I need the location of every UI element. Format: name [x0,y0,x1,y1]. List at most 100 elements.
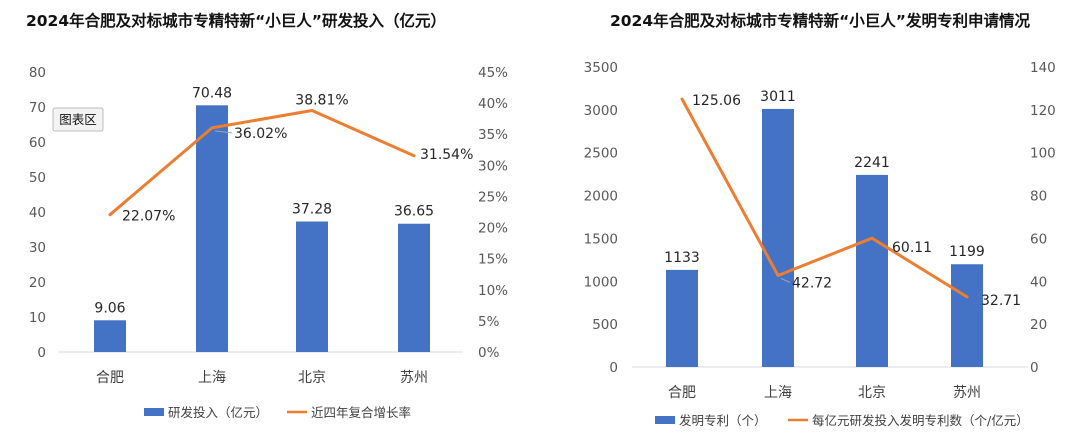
chart-area-tooltip-box [52,107,104,132]
right-axis-tick: 60 [1030,231,1047,247]
chart2-right-axis: 0 20 40 60 80 100 120 140 [1030,60,1056,376]
line-data-label: 38.81% [295,93,348,109]
right-axis-tick: 10% [478,283,508,299]
left-axis-tick: 1000 [584,274,618,290]
rd-investment-chart[interactable]: 2024年合肥及对标城市专精特新“小巨人”研发投入（亿元） 0 10 20 30 40 5… [26,11,508,420]
chart1-title: 2024年合肥及对标城市专精特新“小巨人”研发投入（亿元） [26,11,446,30]
chart1-categories: 合肥 上海 北京 苏州 [96,370,428,386]
left-axis-tick: 70 [29,100,46,116]
bar-data-label: 1133 [664,250,700,266]
chart2-line-labels: 125.06 42.72 60.11 32.71 [692,93,1021,309]
chart2-left-axis: 0 500 1000 1500 2000 2500 3000 3500 [584,60,618,376]
right-axis-tick: 30% [478,158,508,174]
line-data-label: 32.71 [981,293,1021,309]
right-axis-tick: 80 [1030,189,1047,205]
right-axis-tick: 20% [478,221,508,237]
category-label: 苏州 [953,385,981,401]
bar-data-label: 70.48 [192,85,232,101]
chart2-title: 2024年合肥及对标城市专精特新“小巨人”发明专利申请情况 [610,11,1031,30]
left-axis-tick: 0 [37,345,46,361]
chart2-legend-line-label: 每亿元研发投入发明专利数（个/亿元） [812,413,1029,428]
chart1-legend-line-label: 近四年复合增长率 [311,405,411,420]
chart1-tooltip: 图表区 [52,107,104,132]
bar-data-label: 3011 [760,89,796,105]
right-axis-tick: 5% [478,314,500,330]
right-axis-tick: 25% [478,189,508,205]
left-axis-tick: 3500 [584,60,618,76]
right-axis-tick: 100 [1030,146,1056,162]
bar-北京[interactable] [856,174,888,367]
right-axis-tick: 0% [478,345,500,361]
line-data-label: 42.72 [792,275,832,291]
left-axis-tick: 500 [592,317,618,333]
chart1-line-labels: 22.07% 36.02% 38.81% 31.54% [122,93,473,225]
left-axis-tick: 40 [29,205,46,221]
left-axis-tick: 50 [29,170,46,186]
category-label: 苏州 [400,370,428,386]
right-axis-tick: 40% [478,96,508,112]
chart1-right-axis: 0% 5% 10% 15% 20% 25% 30% 35% 40% 45% [478,65,508,361]
right-axis-tick: 35% [478,127,508,143]
right-axis-tick: 45% [478,65,508,81]
bar-苏州[interactable] [951,264,983,367]
chart1-legend-bar-swatch [144,408,164,416]
line-data-label: 31.54% [420,147,473,163]
line-data-label: 22.07% [122,209,175,225]
bar-苏州[interactable] [398,223,430,352]
bar-合肥[interactable] [94,320,126,352]
left-axis-tick: 2000 [584,189,618,205]
chart2-legend-bar-swatch [655,416,675,424]
bar-data-label: 36.65 [394,204,434,220]
right-axis-tick: 0 [1030,360,1039,376]
category-label: 上海 [198,370,226,386]
bar-上海[interactable] [196,105,228,352]
label-leader-line [214,130,233,134]
chart2-categories: 合肥 上海 北京 苏州 [668,385,981,401]
line-series-path[interactable] [680,97,969,299]
chart2-legend: 发明专利（个） 每亿元研发投入发明专利数（个/亿元） [655,413,1029,428]
patent-chart[interactable]: 2024年合肥及对标城市专精特新“小巨人”发明专利申请情况 0500100015… [584,11,1056,428]
bar-data-label: 1199 [949,244,985,260]
bar-data-label: 37.28 [292,202,332,218]
left-axis-tick: 0 [609,360,618,376]
right-axis-tick: 120 [1030,103,1056,119]
left-axis-tick: 2500 [584,146,618,162]
chart1-line-series [108,109,416,217]
left-axis-tick: 20 [29,275,46,291]
chart-area-tooltip-text: 图表区 [59,112,97,127]
left-axis-tick: 60 [29,135,46,151]
right-axis-tick: 15% [478,252,508,268]
left-axis-tick: 30 [29,240,46,256]
category-label: 合肥 [668,385,696,401]
right-axis-tick: 40 [1030,274,1047,290]
label-leader-line [780,278,791,283]
bar-data-label: 9.06 [94,300,125,316]
left-axis-tick: 1500 [584,231,618,247]
line-data-label: 36.02% [234,126,287,142]
category-label: 北京 [298,370,326,386]
line-data-label: 125.06 [692,93,741,109]
chart2-legend-bar-label: 发明专利（个） [679,413,767,428]
chart2-bars [666,108,983,368]
right-axis-tick: 140 [1030,60,1056,76]
bar-合肥[interactable] [666,269,698,367]
bar-上海[interactable] [762,108,794,368]
line-series-path[interactable] [108,109,416,217]
chart2-bar-labels: 1133 3011 2241 1199 [664,89,985,266]
left-axis-tick: 10 [29,310,46,326]
left-axis-tick: 3000 [584,103,618,119]
chart1-legend: 研发投入（亿元） 近四年复合增长率 [144,405,411,420]
bar-北京[interactable] [296,221,328,352]
line-data-label: 60.11 [892,240,932,256]
chart1-legend-bar-label: 研发投入（亿元） [168,405,268,420]
chart1-bar-labels: 9.06 70.48 37.28 36.65 [94,85,434,316]
right-axis-tick: 20 [1030,317,1047,333]
bar-data-label: 2241 [854,155,890,171]
category-label: 北京 [858,385,886,401]
category-label: 上海 [764,385,792,401]
chart1-left-axis: 0 10 20 30 40 50 60 70 80 [29,65,46,361]
left-axis-tick: 80 [29,65,46,81]
chart2-line-series [680,97,969,299]
category-label: 合肥 [96,370,124,386]
